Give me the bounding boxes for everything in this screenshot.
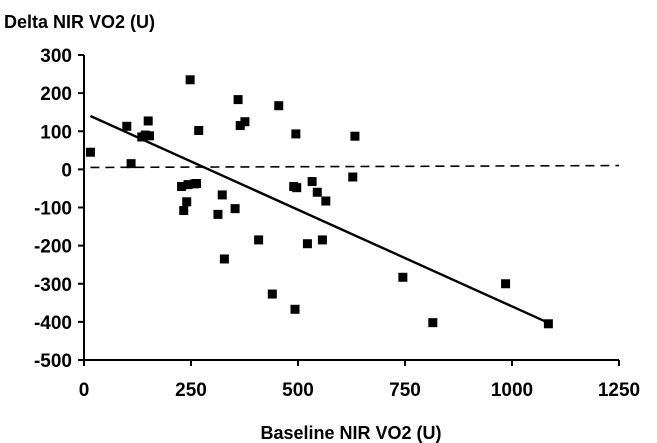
- y-tick-label: -100: [34, 199, 72, 220]
- data-point: [348, 172, 358, 182]
- y-tick-label: -500: [34, 351, 72, 372]
- data-point: [274, 101, 284, 111]
- y-ticks: -500 -400 -300 -200 -100 0 100 200 300: [34, 46, 84, 372]
- data-point: [398, 272, 408, 282]
- reference-line: [90, 164, 620, 169]
- data-point: [233, 95, 243, 105]
- data-point: [312, 187, 322, 197]
- data-point: [144, 131, 154, 141]
- data-point: [292, 183, 302, 193]
- data-point: [194, 125, 204, 135]
- data-point: [122, 121, 132, 131]
- data-point: [302, 239, 312, 249]
- data-point: [428, 318, 438, 328]
- data-point: [240, 117, 250, 127]
- trend-lines: [89, 114, 620, 325]
- y-tick-label: -400: [34, 313, 72, 334]
- data-point: [290, 304, 300, 314]
- data-points: [85, 75, 553, 329]
- x-tick-label: 0: [79, 380, 90, 401]
- y-tick-label: -200: [34, 237, 72, 258]
- x-axis-title: Baseline NIR VO2 (U): [260, 423, 441, 443]
- x-tick-label: 750: [389, 380, 421, 401]
- data-point: [219, 254, 229, 264]
- data-point: [126, 159, 136, 169]
- data-point: [143, 116, 153, 126]
- x-tick-label: 1250: [598, 380, 640, 401]
- y-tick-label: 300: [40, 46, 72, 67]
- x-tick-label: 500: [282, 380, 314, 401]
- data-point: [307, 177, 317, 187]
- data-point: [217, 190, 227, 200]
- data-point: [254, 235, 264, 245]
- regression-line: [89, 114, 552, 325]
- x-tick-label: 1000: [491, 380, 533, 401]
- data-point: [192, 178, 202, 188]
- x-ticks: 0 250 500 750 1000 1250: [79, 360, 640, 401]
- data-point: [543, 319, 553, 329]
- data-point: [317, 235, 327, 245]
- data-point: [230, 204, 240, 214]
- data-point: [177, 182, 187, 192]
- y-tick-label: 200: [40, 84, 72, 105]
- y-tick-label: 100: [40, 122, 72, 143]
- data-point: [321, 196, 331, 206]
- data-point: [183, 180, 193, 190]
- data-point: [350, 131, 360, 141]
- data-point: [182, 197, 192, 207]
- axes: [83, 55, 619, 361]
- y-axis-title: Delta NIR VO2 (U): [4, 12, 155, 32]
- data-point: [85, 147, 95, 157]
- y-tick-label: 0: [61, 160, 72, 181]
- data-point: [213, 209, 223, 219]
- y-tick-label: -300: [34, 275, 72, 296]
- data-point: [179, 206, 189, 216]
- data-point: [185, 75, 195, 85]
- x-tick-label: 250: [175, 380, 207, 401]
- data-point: [235, 121, 245, 131]
- data-point: [267, 289, 277, 299]
- data-point: [291, 129, 301, 139]
- data-point: [501, 279, 511, 289]
